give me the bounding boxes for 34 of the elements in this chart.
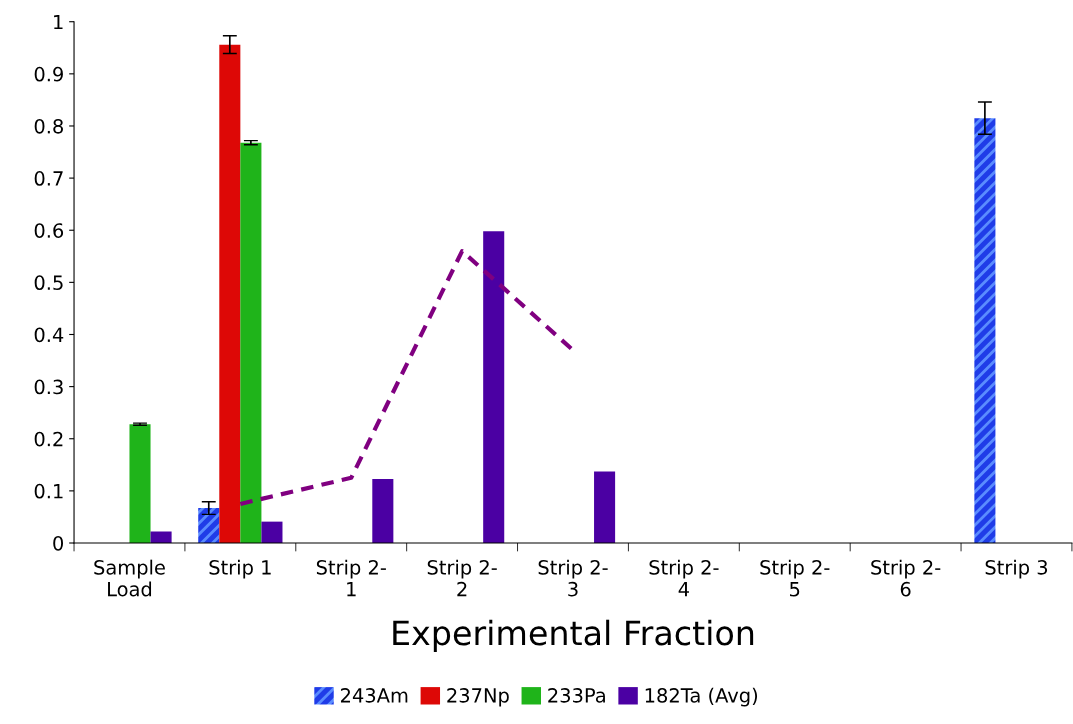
y-tick-label: 0.5 bbox=[34, 275, 63, 291]
x-tick-label: Strip 2- 3 bbox=[538, 559, 608, 597]
bar bbox=[129, 424, 151, 543]
x-axis-title: Experimental Fraction bbox=[393, 619, 754, 652]
bar bbox=[261, 521, 283, 543]
x-tick-label: Strip 2- 2 bbox=[427, 559, 497, 597]
legend-label: 233Pa bbox=[548, 688, 605, 703]
bar bbox=[974, 118, 996, 543]
bar bbox=[594, 471, 616, 543]
y-tick-label: 0.9 bbox=[34, 66, 63, 82]
legend-label: 237Np bbox=[447, 688, 509, 707]
x-tick-label: Sample Load bbox=[94, 559, 165, 597]
x-tick-label: Strip 1 bbox=[209, 559, 271, 579]
bar bbox=[483, 231, 505, 543]
x-tick-label: Strip 2- 5 bbox=[760, 559, 830, 597]
y-tick-label: 0.1 bbox=[34, 483, 63, 499]
legend-label: 182Ta (Avg) bbox=[645, 687, 758, 707]
bar bbox=[198, 508, 220, 543]
x-tick-label: Strip 3 bbox=[985, 559, 1048, 579]
x-tick-label: Strip 2- 4 bbox=[649, 559, 719, 597]
y-tick-label: 0.7 bbox=[34, 171, 63, 186]
y-tick-label: 0.6 bbox=[34, 223, 64, 238]
y-tick-label: 1 bbox=[54, 14, 63, 30]
y-tick-label: 0 bbox=[53, 535, 64, 551]
legend-label: 243Am bbox=[341, 688, 408, 703]
y-tick-label: 0.4 bbox=[34, 327, 64, 343]
x-tick-label: Strip 2- 1 bbox=[316, 559, 386, 597]
y-tick-label: 0.2 bbox=[34, 431, 63, 447]
bar bbox=[219, 44, 241, 543]
bar bbox=[240, 142, 262, 543]
x-tick-label: Strip 2- 6 bbox=[871, 559, 941, 597]
y-tick-label: 0.3 bbox=[34, 379, 63, 395]
bar bbox=[372, 478, 394, 543]
y-tick-label: 0.8 bbox=[34, 118, 63, 134]
